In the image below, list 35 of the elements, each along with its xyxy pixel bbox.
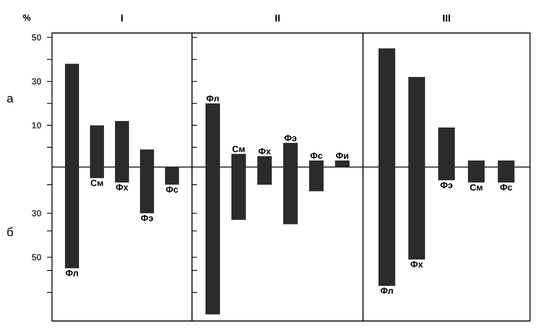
- bar: [205, 103, 220, 314]
- bar: [257, 156, 272, 185]
- text: а: [7, 96, 14, 102]
- bar: [438, 128, 455, 180]
- bar: [115, 120, 129, 182]
- category-label: Фэ: [284, 134, 296, 142]
- category-label: Фс: [310, 152, 322, 159]
- bar: [283, 142, 298, 224]
- bar: [468, 160, 485, 182]
- category-label: Фл: [380, 288, 393, 294]
- category-label: Фх: [258, 148, 271, 154]
- y-tick-label: 10: [32, 122, 42, 129]
- bar: [165, 167, 179, 185]
- category-label: Фх: [410, 261, 423, 268]
- chart-title: II: [275, 14, 280, 22]
- bar: [335, 160, 350, 168]
- text: б: [7, 227, 13, 236]
- category-label: Фл: [206, 95, 219, 102]
- bar: [140, 150, 154, 214]
- y-tick-label: 50: [32, 34, 42, 41]
- category-label: См: [232, 146, 245, 152]
- category-label: Фи: [336, 152, 348, 159]
- bar: [408, 76, 426, 260]
- bar: [378, 48, 396, 286]
- bar: [65, 64, 79, 268]
- chart-title: III: [443, 14, 450, 22]
- bar: [90, 125, 104, 178]
- bar: [231, 154, 246, 220]
- y-tick-label: 30: [32, 78, 42, 85]
- chart-title: I: [121, 14, 123, 22]
- bar: [309, 160, 324, 192]
- y-tick-label: 30: [32, 210, 42, 216]
- y-axis-title: %: [23, 14, 31, 21]
- bar: [498, 160, 514, 182]
- y-tick-label: 50: [32, 254, 42, 260]
